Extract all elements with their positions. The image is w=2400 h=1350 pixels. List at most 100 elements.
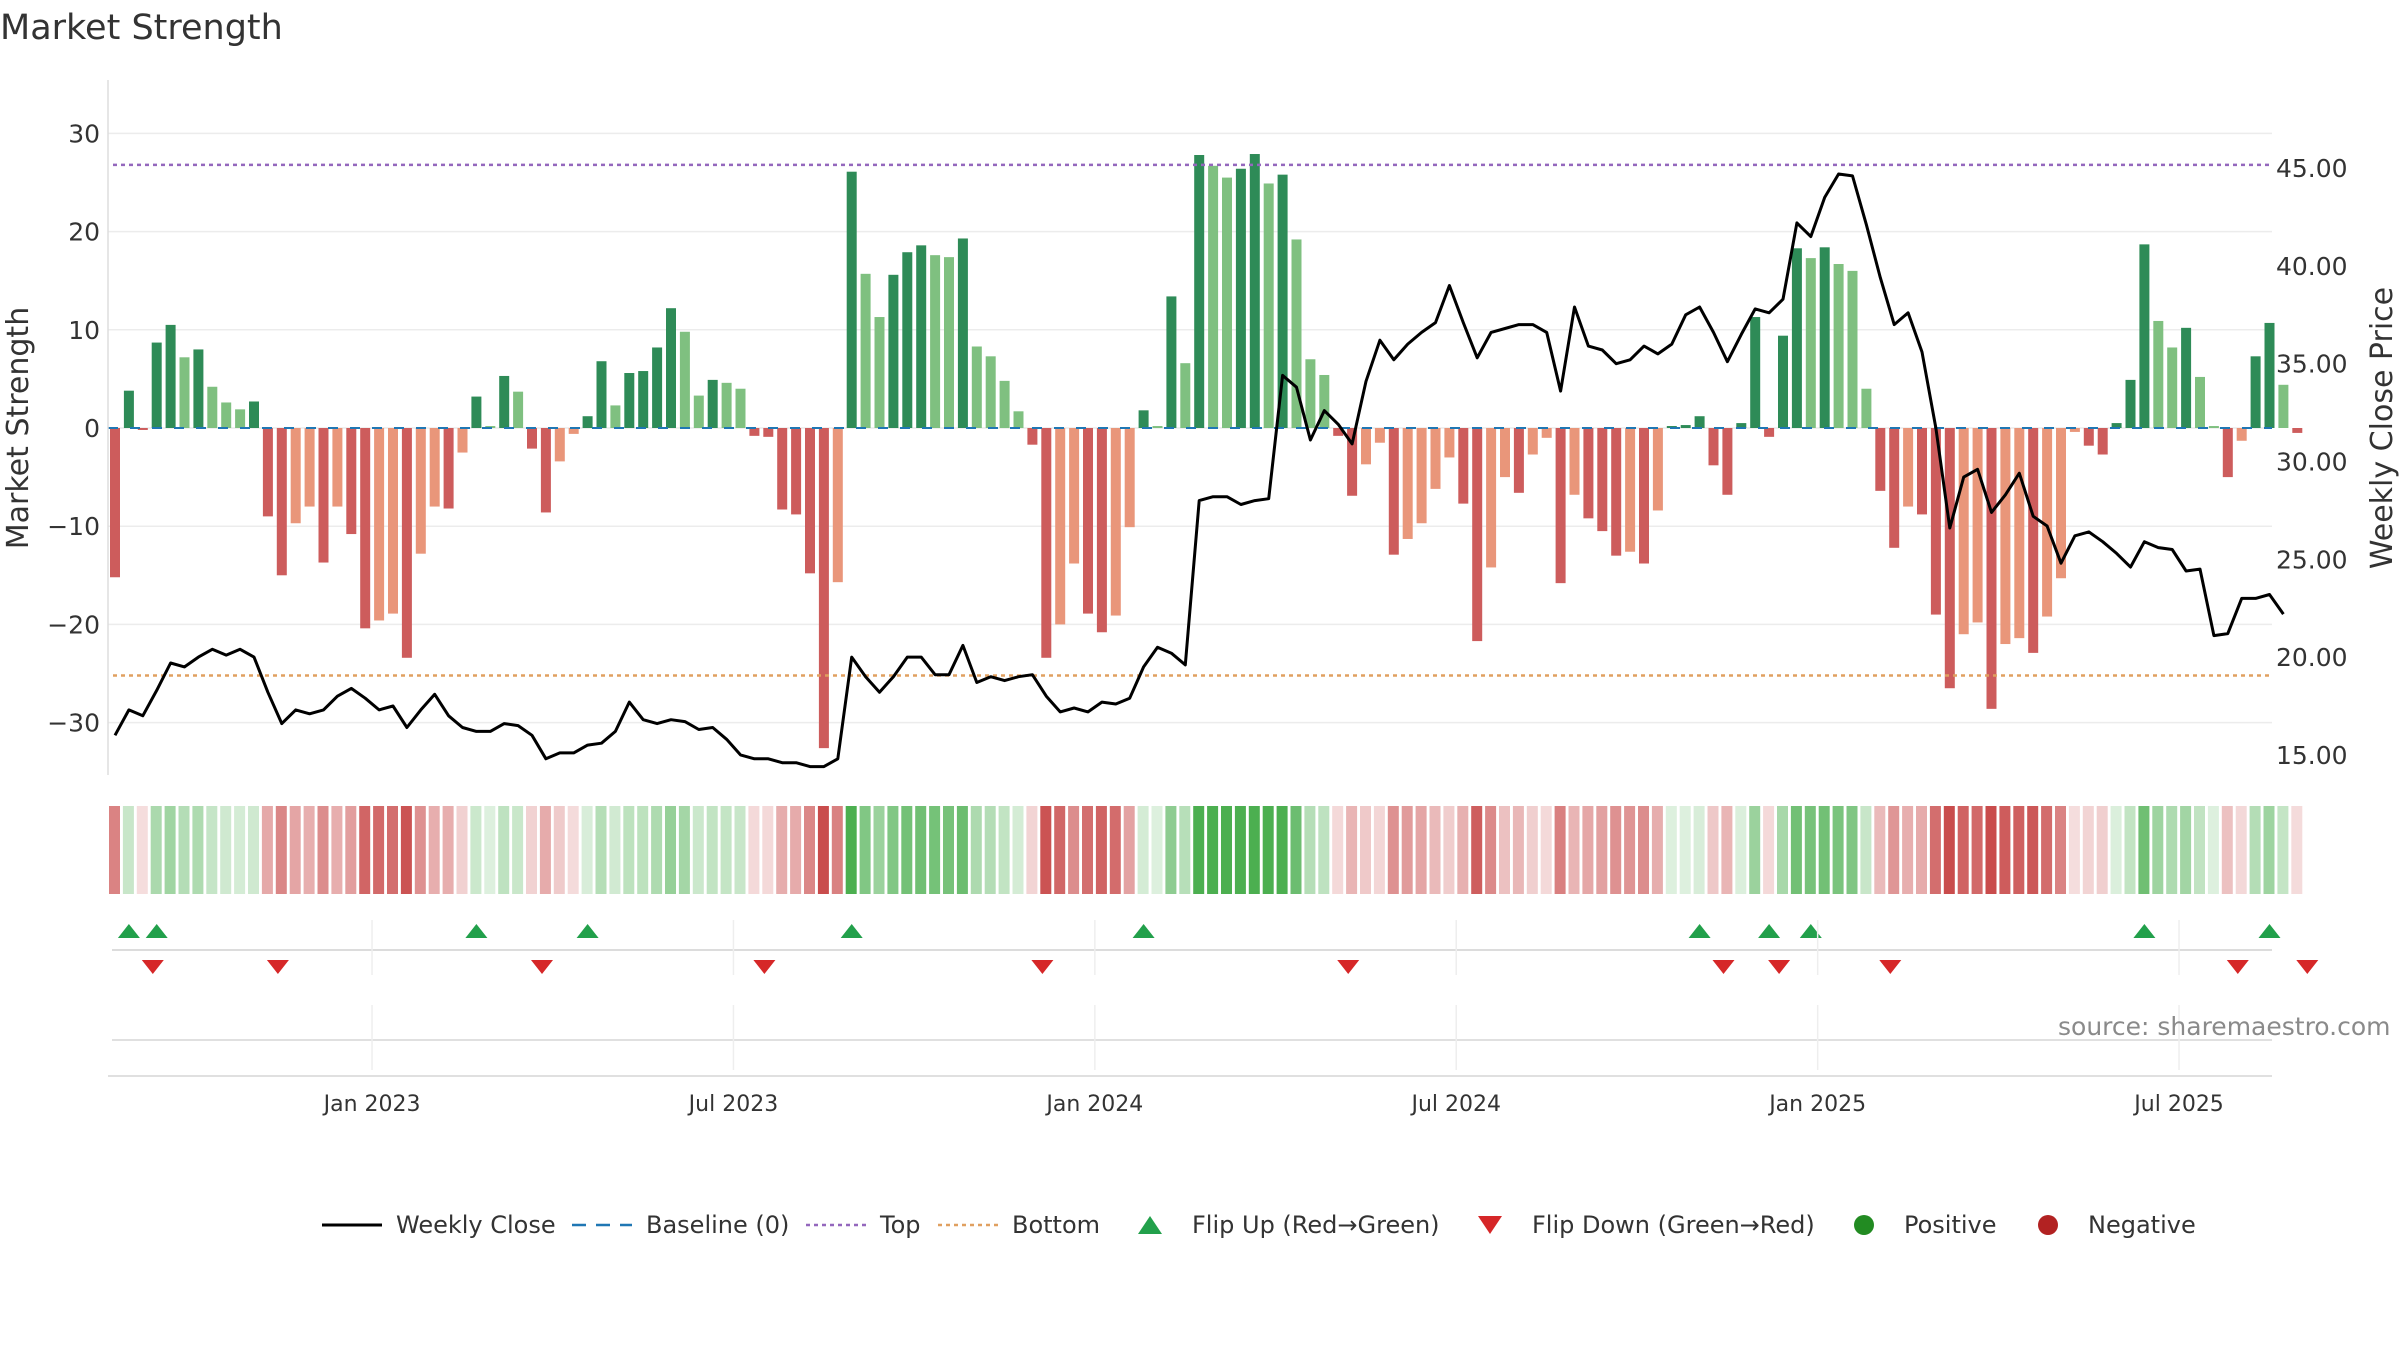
heat-cell: [1179, 806, 1191, 894]
heat-cell: [790, 806, 802, 894]
heat-cell: [526, 806, 537, 894]
legend-dotted-icon: [806, 1223, 866, 1227]
strength-bar: [1764, 428, 1775, 437]
flip-down-marker: [1879, 960, 1902, 974]
y2-tick-label: 30.00: [2276, 448, 2348, 477]
legend-label: Baseline (0): [646, 1211, 790, 1239]
strength-bar: [207, 386, 218, 428]
heat-cell: [637, 806, 649, 894]
strength-bar: [624, 373, 635, 428]
strength-bar: [1875, 428, 1886, 491]
heat-cell: [929, 806, 941, 894]
heat-cell: [1888, 806, 1900, 894]
heat-cell: [2055, 806, 2066, 894]
flip-down-marker: [2226, 960, 2249, 974]
heat-cell: [2166, 806, 2178, 894]
circle-icon: [1854, 1215, 1874, 1235]
heat-cell: [1276, 806, 1288, 894]
y2-tick-label: 20.00: [2276, 643, 2348, 672]
heat-cell: [1679, 806, 1691, 894]
x-tick-label: Jan 2023: [322, 1092, 421, 1117]
strength-bar: [540, 428, 551, 513]
heat-cell: [150, 806, 162, 894]
x-tick-label: Jan 2024: [1044, 1092, 1143, 1117]
strength-bar: [2292, 428, 2303, 433]
legend-negative: Negative: [2036, 1200, 2196, 1250]
heat-cell: [484, 806, 496, 894]
heat-cell: [692, 806, 704, 894]
heat-cell: [442, 806, 454, 894]
strength-bar: [1486, 428, 1497, 568]
flip-down-marker: [141, 960, 164, 974]
y2-tick-label: 40.00: [2276, 252, 2348, 281]
flip-up-marker: [576, 924, 599, 938]
strength-bar: [1013, 411, 1024, 428]
x-tick-label: Jan 2025: [1767, 1092, 1866, 1117]
legend-bottom: Bottom: [938, 1200, 1100, 1250]
heat-cell: [1943, 806, 1955, 894]
heat-cell: [984, 806, 996, 894]
strength-bar: [2014, 428, 2025, 639]
strength-bar: [1319, 374, 1330, 428]
x-tick-label: Jul 2025: [2132, 1092, 2224, 1117]
heat-cell: [498, 806, 510, 894]
heat-cell: [1207, 806, 1219, 894]
strength-bar: [1903, 428, 1914, 507]
strength-bar: [1444, 428, 1455, 458]
strength-bar: [1500, 428, 1510, 478]
strength-bar: [1694, 416, 1705, 428]
strength-bar: [1611, 428, 1622, 556]
heat-cell: [2082, 806, 2094, 894]
strength-bar: [638, 371, 649, 428]
strength-bar: [1152, 426, 1163, 428]
heat-cell: [762, 806, 774, 894]
strength-bar: [916, 245, 927, 428]
flip-down-marker: [531, 960, 553, 974]
strength-bar: [1513, 428, 1524, 493]
heat-cell: [192, 806, 204, 894]
strength-bar: [1847, 270, 1858, 428]
strength-bar: [262, 428, 273, 517]
strength-bar: [2042, 428, 2053, 617]
strength-bar: [123, 390, 134, 428]
heat-cell: [1610, 806, 1622, 894]
heat-cell: [387, 806, 398, 894]
y-axis-title: Market Strength: [1, 307, 36, 549]
heat-cell: [2124, 806, 2136, 894]
heat-cell: [220, 806, 232, 894]
strength-bar: [957, 238, 968, 428]
heat-cell: [1040, 806, 1052, 894]
strength-bar: [1083, 428, 1093, 614]
heat-cell: [1763, 806, 1775, 894]
source-label: source: sharemaestro.com: [2058, 1012, 2391, 1041]
strength-bar: [179, 357, 190, 428]
heat-cell: [2096, 806, 2108, 894]
heat-cell: [2152, 806, 2164, 894]
heat-cell: [1554, 806, 1566, 894]
flip-markers: [112, 924, 2319, 974]
heat-cell: [539, 806, 551, 894]
heat-cell: [1693, 806, 1705, 894]
strength-bar: [735, 388, 746, 428]
strength-bar: [2111, 423, 2122, 428]
heat-cell: [2068, 806, 2080, 894]
strength-bar: [1625, 428, 1636, 552]
strength-bar: [805, 428, 815, 574]
x-tick-label: Jul 2023: [687, 1092, 779, 1117]
strength-bar: [2056, 428, 2066, 579]
heat-cell: [1415, 806, 1427, 894]
strength-bar: [888, 274, 899, 428]
strength-bar: [471, 396, 482, 428]
strength-bar: [846, 171, 857, 428]
heat-cell: [1749, 806, 1761, 894]
strength-bar: [2083, 428, 2094, 446]
strength-bar: [1639, 428, 1649, 564]
heat-cell: [1985, 806, 1997, 894]
heat-cell: [2194, 806, 2205, 894]
strength-bar: [1430, 428, 1441, 489]
heat-cell: [1651, 806, 1663, 894]
triangle-down-icon: [1478, 1216, 1502, 1234]
strength-bar: [2236, 428, 2247, 441]
strength-bar: [1416, 428, 1427, 524]
legend: Weekly Close Baseline (0) Top Bottom Fli…: [0, 1200, 2400, 1250]
